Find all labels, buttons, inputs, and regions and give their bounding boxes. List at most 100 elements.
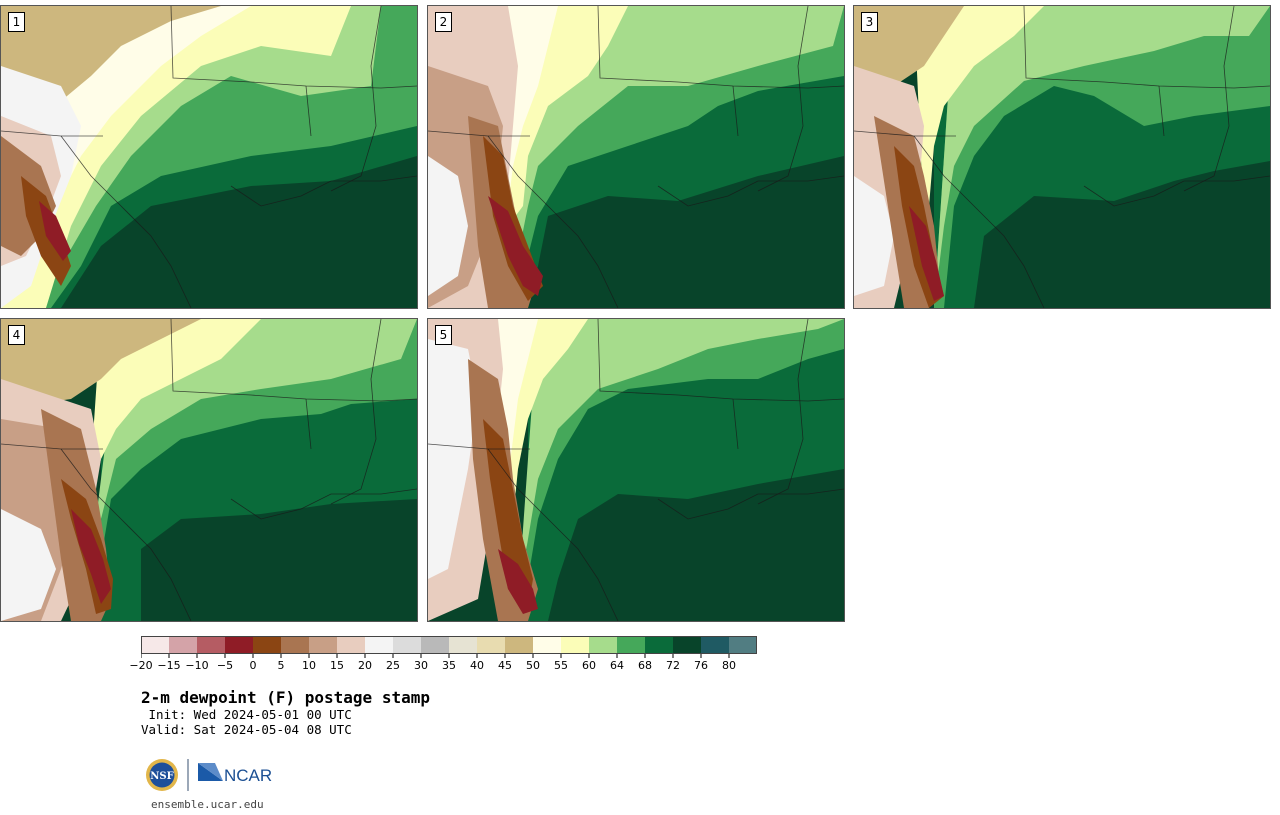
dewpoint-field [428,319,844,621]
dewpoint-field [1,319,417,621]
boundary-line [60,135,192,308]
boundary-line [380,85,417,89]
boundary-line [170,319,382,402]
map-panel-2: 2 [427,5,845,309]
colorbar [141,636,757,658]
logos: NSF NCAR [146,759,272,791]
boundary-line [1023,6,1235,89]
boundary-line [597,319,809,402]
chart-title: 2-m dewpoint (F) postage stamp [141,688,430,707]
colorbar-tick-label: 10 [302,659,316,672]
colorbar-tick-label: 15 [330,659,344,672]
colorbar-tick-label: −20 [129,659,153,672]
colorbar-tick-label: 76 [694,659,708,672]
svg-text:NCAR: NCAR [224,766,272,785]
colorbar-swatch [141,636,169,654]
colorbar-swatch [729,636,757,654]
title-block: 2-m dewpoint (F) postage stamp Init: Wed… [141,688,430,737]
colorbar-swatch [533,636,561,654]
dewpoint-field [854,6,1270,308]
map-panel-5: 5 [427,318,845,622]
nsf-logo-icon: NSF [146,759,178,791]
colorbar-swatch [337,636,365,654]
colorbar-tick-label: 35 [442,659,456,672]
dewpoint-region [71,509,111,604]
dewpoint-region [934,6,1270,308]
dewpoint-region [854,6,964,96]
colorbar-tick-label: 80 [722,659,736,672]
dewpoint-region [909,206,944,301]
colorbar-swatch [449,636,477,654]
boundary-line [1083,175,1270,207]
colorbar-tick-label: 60 [582,659,596,672]
colorbar-tick-label: −15 [157,659,181,672]
colorbar-tick-label: −5 [216,659,234,672]
boundary-line [657,175,844,207]
boundary-line [380,398,417,402]
boundary-line [487,448,619,621]
dewpoint-region [483,419,533,609]
colorbar-tick-label: 50 [526,659,540,672]
colorbar-swatch [281,636,309,654]
map-panel-3: 3 [853,5,1271,309]
boundary-line [597,6,809,89]
init-time: Init: Wed 2024-05-01 00 UTC [141,707,352,722]
dewpoint-region [1,509,56,621]
colorbar-tick-label: 30 [414,659,428,672]
dewpoint-region [914,6,1044,226]
panel-number-label: 1 [8,12,25,32]
panel-number-label: 5 [435,325,452,345]
colorbar-tick-label: 0 [249,659,257,672]
dewpoint-region [39,201,71,261]
colorbar-tick-label: 40 [470,659,484,672]
dewpoint-region [523,319,844,621]
boundary-line [170,6,382,89]
colorbar-swatch [365,636,393,654]
svg-text:NSF: NSF [150,771,173,782]
colorbar-tick-label: −10 [185,659,209,672]
dewpoint-field [428,6,844,308]
valid-time: Valid: Sat 2024-05-04 08 UTC [141,722,352,737]
colorbar-swatch [169,636,197,654]
boundary-line [230,488,417,520]
dewpoint-region [428,339,478,579]
colorbar-swatch [561,636,589,654]
colorbar-swatch [393,636,421,654]
colorbar-tick-label: 20 [358,659,372,672]
colorbar-tick-label: 68 [638,659,652,672]
boundary-line [807,85,844,89]
ncar-logo-icon: NCAR [198,763,272,785]
dewpoint-region [508,6,844,266]
colorbar-tick-label: 55 [554,659,568,672]
colorbar-swatch [617,636,645,654]
colorbar-swatch [225,636,253,654]
panel-number-label: 4 [8,325,25,345]
panel-number-label: 3 [861,12,878,32]
colorbar-tick-label: 25 [386,659,400,672]
dewpoint-region [428,156,468,296]
colorbar-swatch [673,636,701,654]
colorbar-tick-label: 45 [498,659,512,672]
boundary-line [807,398,844,402]
colorbar-tick-label: 5 [277,659,285,672]
boundary-line [305,398,312,450]
boundary-line [732,398,739,450]
colorbar-swatch [477,636,505,654]
dewpoint-region [86,319,417,599]
boundary-line [487,135,619,308]
boundary-line [913,135,1045,308]
boundary-line [1233,85,1270,89]
colorbar-swatch [505,636,533,654]
colorbar-swatch [309,636,337,654]
colorbar-swatch [589,636,617,654]
map-panel-1: 1 [0,5,418,309]
panel-number-label: 2 [435,12,452,32]
dewpoint-region [498,549,538,614]
boundary-line [230,175,417,207]
boundary-line [60,448,192,621]
dewpoint-region [854,176,894,296]
colorbar-tick-label: 64 [610,659,624,672]
colorbar-swatch [701,636,729,654]
site-url: ensemble.ucar.edu [151,798,264,811]
colorbar-swatch [253,636,281,654]
